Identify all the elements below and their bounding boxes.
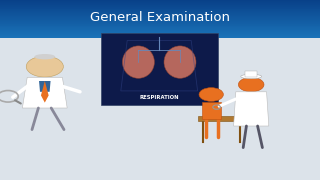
Bar	[0, 0, 320, 1]
Polygon shape	[234, 92, 269, 126]
Bar	[0, 7, 320, 8]
Bar	[0, 3, 320, 4]
Text: General Examination: General Examination	[90, 11, 230, 24]
Bar	[0, 12, 320, 13]
Bar	[0, 6, 320, 7]
Bar	[0, 35, 320, 36]
Bar	[0, 29, 320, 30]
Circle shape	[199, 88, 223, 101]
Ellipse shape	[241, 74, 261, 79]
Ellipse shape	[164, 46, 196, 78]
Bar	[0, 23, 320, 24]
Bar	[0, 38, 320, 180]
Bar	[0, 13, 320, 14]
Polygon shape	[39, 81, 51, 92]
Polygon shape	[202, 102, 221, 119]
Bar	[0, 27, 320, 28]
Bar	[0, 22, 320, 23]
Bar	[0, 21, 320, 22]
Bar	[0, 20, 320, 21]
Bar	[0, 30, 320, 31]
Bar	[198, 116, 245, 121]
Bar	[0, 18, 320, 19]
Bar	[0, 5, 320, 6]
Ellipse shape	[35, 54, 55, 59]
Bar	[0, 14, 320, 15]
Bar	[245, 71, 257, 76]
Bar	[0, 33, 320, 34]
Bar	[0, 36, 320, 37]
Bar	[0, 37, 320, 38]
Bar	[101, 33, 218, 105]
Bar	[0, 17, 320, 18]
Bar	[0, 19, 320, 20]
Bar	[0, 11, 320, 12]
Bar	[0, 2, 320, 3]
Bar	[0, 8, 320, 10]
Polygon shape	[41, 81, 49, 103]
Bar	[0, 25, 320, 26]
Bar	[0, 32, 320, 33]
Bar	[0, 10, 320, 11]
Bar	[0, 28, 320, 29]
Bar	[0, 24, 320, 25]
Polygon shape	[22, 77, 67, 108]
Bar	[0, 15, 320, 16]
Bar	[0, 1, 320, 2]
Bar	[0, 4, 320, 5]
Bar	[0, 16, 320, 17]
Circle shape	[26, 56, 63, 77]
Circle shape	[238, 77, 264, 92]
Text: RESPIRATION: RESPIRATION	[140, 95, 179, 100]
Bar	[0, 34, 320, 35]
Bar	[0, 31, 320, 32]
Ellipse shape	[123, 46, 155, 78]
Bar	[0, 26, 320, 27]
